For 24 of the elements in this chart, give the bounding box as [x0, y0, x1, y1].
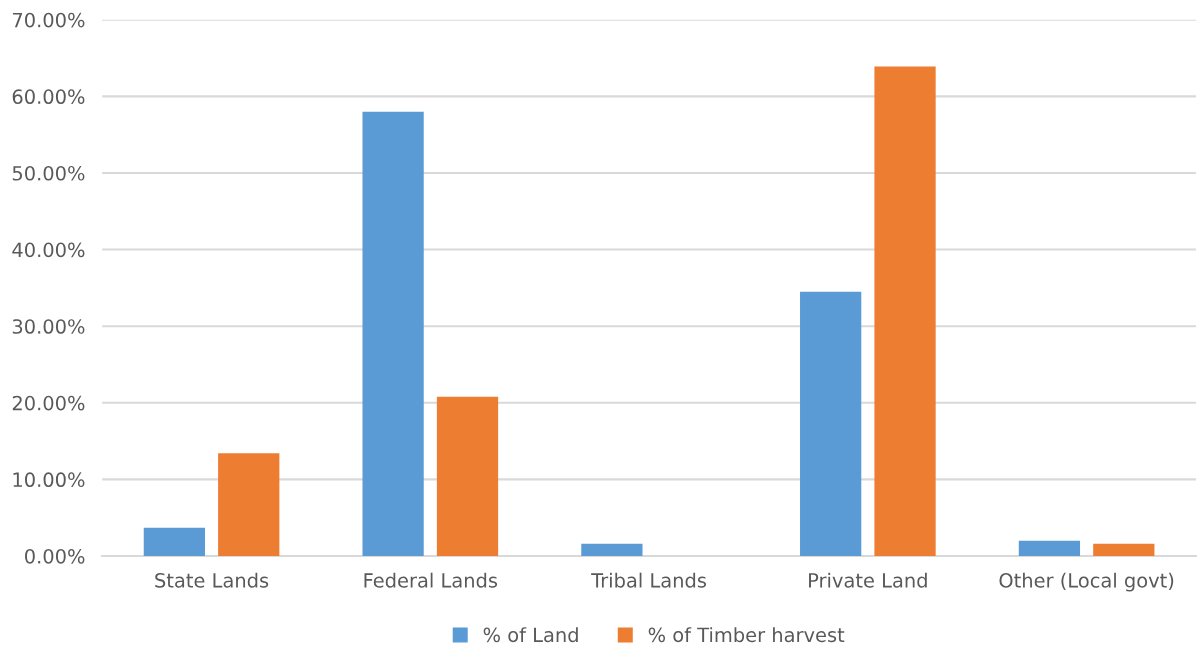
x-tick-label: Federal Lands — [364, 572, 498, 588]
y-tick-label: 50.00% — [12, 165, 85, 181]
y-tick-label: 0.00% — [25, 548, 85, 564]
bar — [581, 543, 643, 557]
bar — [143, 527, 205, 557]
legend-label: % of Land — [483, 627, 578, 643]
bar — [874, 66, 936, 557]
x-tick-label: Private Land — [809, 572, 927, 588]
x-tick-label: Tribal Lands — [591, 572, 707, 588]
bar — [362, 111, 424, 557]
bar — [436, 396, 499, 557]
legend-label: % of Timber harvest — [648, 627, 845, 643]
bar — [800, 291, 862, 557]
y-tick-label: 70.00% — [12, 12, 85, 28]
bar — [1018, 540, 1081, 557]
y-tick-label: 10.00% — [13, 472, 85, 488]
y-tick-label: 30.00% — [12, 319, 85, 334]
bar — [1093, 543, 1155, 557]
y-tick-label: 20.00% — [12, 395, 85, 411]
x-tick-label: Other (Local govt) — [999, 572, 1174, 592]
y-tick-label: 60.00% — [12, 89, 85, 105]
y-tick-label: 40.00% — [12, 242, 85, 258]
bar — [218, 453, 280, 557]
x-tick-label: State Lands — [155, 572, 269, 588]
